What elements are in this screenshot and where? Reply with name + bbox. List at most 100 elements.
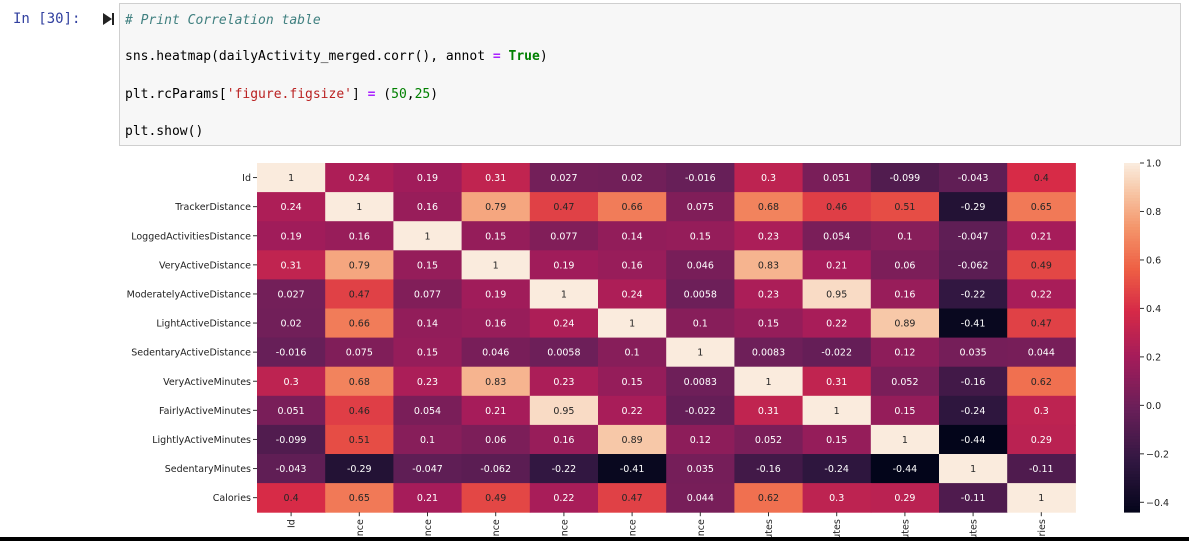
cell-annotation: 0.24: [622, 289, 643, 300]
cell-annotation: 0.24: [553, 319, 574, 330]
cell-annotation: 0.65: [349, 493, 370, 504]
heatmap-cell: [734, 424, 804, 455]
colorbar-segment: [1124, 369, 1140, 373]
heatmap-cell: [1007, 483, 1076, 513]
cell-annotation: 0.075: [687, 202, 714, 213]
colorbar-segment: [1124, 456, 1140, 461]
heatmap-cell: [802, 395, 872, 426]
colorbar-segment: [1124, 352, 1140, 356]
heatmap-cell: [939, 279, 1008, 309]
heatmap-cell: [1007, 250, 1076, 280]
heatmap-cell: [666, 163, 735, 193]
heatmap-cell: [393, 163, 463, 193]
colorbar-segment: [1124, 445, 1140, 449]
cell-annotation: -0.41: [620, 464, 645, 475]
cell-annotation: 0.035: [959, 348, 986, 359]
heatmap-cell: [1007, 366, 1076, 397]
colorbar-tick-label: 0.2: [1146, 352, 1161, 363]
heatmap-cell: [870, 279, 940, 309]
colorbar-segment: [1124, 506, 1140, 510]
heatmap-cell: [666, 366, 735, 397]
heatmap-cell: [598, 366, 667, 397]
heatmap-cell: [598, 221, 667, 251]
cell-annotation: 0.044: [687, 493, 714, 504]
cell-annotation: 0.23: [758, 289, 779, 300]
heatmap-cell: [734, 279, 804, 309]
heatmap-cell: [666, 395, 735, 426]
cell-annotation: -0.022: [821, 348, 852, 359]
heatmap-cell: [461, 454, 531, 484]
cell-annotation: 0.02: [622, 173, 643, 184]
cell-annotation: 0.49: [1031, 260, 1052, 271]
heatmap-cell: [870, 192, 940, 222]
cell-annotation: 0.15: [690, 231, 711, 242]
heatmap-cell: [598, 279, 667, 309]
cell-annotation: 0.24: [349, 173, 370, 184]
cell-annotation: 1: [629, 319, 635, 330]
colorbar-segment: [1124, 416, 1140, 420]
cell-annotation: -0.062: [958, 260, 989, 271]
cell-annotation: 0.044: [1028, 348, 1055, 359]
colorbar-segment: [1124, 392, 1140, 397]
colorbar-segment: [1124, 488, 1140, 493]
col-label: ance: [696, 519, 707, 541]
colorbar-segment: [1124, 424, 1140, 429]
cell-annotation: 0.66: [622, 202, 643, 213]
row-label: SedentaryMinutes: [165, 464, 251, 475]
colorbar-segment: [1124, 491, 1140, 496]
cell-annotation: 0.21: [417, 493, 438, 504]
cell-annotation: 0.15: [485, 231, 506, 242]
colorbar-segment: [1124, 247, 1140, 251]
heatmap-cell: [939, 337, 1008, 368]
heatmap-cell: [393, 279, 463, 309]
cell-annotation: 0.95: [826, 289, 847, 300]
col-label: ance: [491, 519, 502, 541]
cell-annotation: 0.3: [284, 377, 299, 388]
heatmap-cell: [870, 221, 940, 251]
colorbar-tick-label: −0.2: [1146, 449, 1169, 460]
colorbar-segment: [1124, 401, 1140, 405]
heatmap-cell: [529, 250, 599, 280]
cell-annotation: 1: [902, 435, 908, 446]
colorbar-segment: [1124, 433, 1140, 437]
cell-annotation: 0.4: [1034, 173, 1049, 184]
run-cell-icon[interactable]: [101, 12, 115, 26]
cell-annotation: 0.19: [281, 231, 302, 242]
cell-annotation: 0.3: [829, 493, 844, 504]
colorbar-segment: [1124, 503, 1140, 507]
heatmap-cell: [734, 221, 804, 251]
cell-annotation: 0.054: [823, 231, 850, 242]
colorbar-segment: [1124, 302, 1140, 307]
colorbar-segment: [1124, 430, 1140, 435]
cell-annotation: 0.077: [414, 289, 441, 300]
heatmap-cell: [870, 454, 940, 484]
colorbar-segment: [1124, 366, 1140, 371]
row-label: SedentaryActiveDistance: [131, 348, 251, 359]
heatmap-cell: [461, 279, 531, 309]
col-label: ance: [423, 519, 434, 541]
cell-annotation: -0.41: [961, 319, 986, 330]
cell-annotation: -0.22: [552, 464, 577, 475]
row-label: LightlyActiveMinutes: [152, 435, 251, 446]
heatmap-cell: [529, 454, 599, 484]
col-label: utes: [764, 519, 775, 540]
cell-annotation: 0.0083: [752, 348, 785, 359]
colorbar-segment: [1124, 212, 1140, 216]
heatmap-cell: [939, 366, 1008, 397]
colorbar-segment: [1124, 241, 1140, 246]
colorbar-segment: [1124, 442, 1140, 446]
heatmap-cell: [529, 192, 599, 222]
colorbar-segment: [1124, 168, 1140, 173]
colorbar-tick-label: 1.0: [1146, 159, 1161, 170]
cell-annotation: 1: [288, 173, 294, 184]
heatmap-cell: [1007, 163, 1076, 193]
colorbar-segment: [1124, 462, 1140, 467]
heatmap-cell: [734, 395, 804, 426]
heatmap-cell: [939, 250, 1008, 280]
colorbar-segment: [1124, 288, 1140, 292]
heatmap-cell: [461, 308, 531, 339]
code-cell[interactable]: # Print Correlation table sns.heatmap(da…: [119, 3, 1181, 146]
cell-annotation: -0.16: [961, 377, 986, 388]
colorbar-segment: [1124, 331, 1140, 336]
heatmap-cell: [802, 366, 872, 397]
